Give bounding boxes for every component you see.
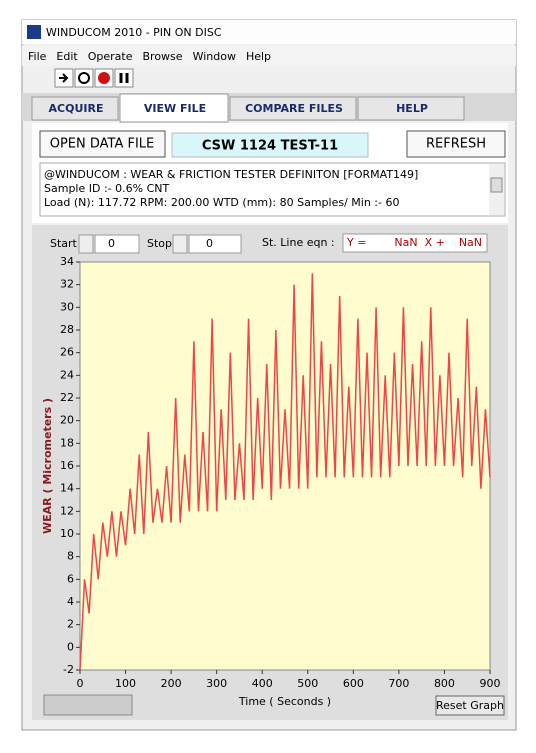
tab-label: VIEW FILE bbox=[144, 102, 206, 115]
file-name: CSW 1124 TEST-11 bbox=[202, 139, 338, 154]
y-tick-label: 0 bbox=[67, 640, 74, 653]
tab-label: COMPARE FILES bbox=[245, 102, 343, 115]
info-box bbox=[39, 162, 506, 217]
stop-value: 0 bbox=[206, 237, 213, 250]
x-tick-label: 500 bbox=[297, 677, 318, 690]
menu-item[interactable]: Help bbox=[246, 50, 271, 63]
menu-item[interactable]: Operate bbox=[88, 50, 133, 63]
y-tick-label: 26 bbox=[60, 346, 74, 359]
info-line: Sample ID :- 0.6% CNT bbox=[44, 182, 169, 195]
y-tick-label: 32 bbox=[60, 278, 74, 291]
stop-spinner[interactable] bbox=[172, 234, 188, 254]
y-tick-label: 12 bbox=[60, 504, 74, 517]
x-tick-label: 700 bbox=[388, 677, 409, 690]
plot-area bbox=[79, 261, 491, 671]
info-line: Load (N): 117.72 RPM: 200.00 WTD (mm): 8… bbox=[44, 196, 399, 209]
start-box[interactable] bbox=[94, 234, 140, 254]
y-tick-label: 18 bbox=[60, 436, 74, 449]
menu-item[interactable]: Browse bbox=[143, 50, 183, 63]
start-value: 0 bbox=[108, 237, 115, 250]
eqn-label: St. Line eqn : bbox=[262, 236, 335, 249]
title-bar bbox=[22, 20, 516, 44]
refresh-button[interactable] bbox=[406, 130, 506, 158]
menu-bar bbox=[22, 46, 516, 66]
y-tick-label: 6 bbox=[67, 572, 74, 585]
y-tick-label: 28 bbox=[60, 323, 74, 336]
window-title: WINDUCOM 2010 - PIN ON DISC bbox=[46, 26, 222, 39]
y-tick-label: 30 bbox=[60, 300, 74, 313]
reset-label: Reset Graph bbox=[436, 699, 504, 712]
x-tick-label: 300 bbox=[206, 677, 227, 690]
x-tick-label: 600 bbox=[343, 677, 364, 690]
file-name-box bbox=[171, 132, 369, 158]
x-tick-label: 200 bbox=[161, 677, 182, 690]
x-tick-label: 900 bbox=[480, 677, 501, 690]
tab[interactable] bbox=[357, 96, 465, 121]
x-axis-label: Time ( Seconds ) bbox=[238, 695, 331, 708]
y-tick-label: 14 bbox=[60, 482, 74, 495]
x-tick-label: 400 bbox=[252, 677, 273, 690]
menu-item[interactable]: Edit bbox=[56, 50, 78, 63]
open-button[interactable] bbox=[39, 130, 166, 158]
y-tick-label: 4 bbox=[67, 595, 74, 608]
pause-button[interactable] bbox=[114, 68, 134, 88]
y-tick-label: 8 bbox=[67, 550, 74, 563]
stop-label: Stop bbox=[147, 237, 172, 250]
open-label: OPEN DATA FILE bbox=[50, 137, 155, 152]
x-tick-label: 800 bbox=[434, 677, 455, 690]
tab[interactable] bbox=[119, 93, 229, 123]
y-tick-label: 20 bbox=[60, 414, 74, 427]
menu-item[interactable]: Window bbox=[193, 50, 236, 63]
stop-box[interactable] bbox=[188, 234, 242, 254]
info-line: @WINDUCOM : WEAR & FRICTION TESTER DEFIN… bbox=[44, 168, 418, 181]
x-tick-label: 0 bbox=[77, 677, 84, 690]
reset-button[interactable] bbox=[435, 695, 505, 716]
stop-icon bbox=[98, 72, 110, 84]
app-icon bbox=[27, 25, 41, 39]
tab[interactable] bbox=[31, 96, 119, 121]
eqn-value: Y = NaN X + NaN bbox=[346, 236, 482, 249]
x-tick-label: 100 bbox=[115, 677, 136, 690]
wear-line bbox=[79, 273, 491, 671]
eqn-box bbox=[342, 233, 488, 253]
menu-item[interactable]: File bbox=[28, 50, 47, 63]
tab-label: ACQUIRE bbox=[49, 102, 104, 115]
cycle-icon bbox=[78, 72, 90, 84]
y-tick-label: 10 bbox=[60, 527, 74, 540]
y-tick-label: 16 bbox=[60, 459, 74, 472]
y-tick-label: 22 bbox=[60, 391, 74, 404]
y-tick-label: 34 bbox=[60, 255, 74, 268]
start-label: Start bbox=[50, 237, 78, 250]
start-spinner[interactable] bbox=[78, 234, 94, 254]
run-continuous-button[interactable] bbox=[74, 68, 94, 88]
refresh-label: REFRESH bbox=[426, 137, 486, 152]
toolbar bbox=[54, 68, 134, 88]
y-tick-label: 2 bbox=[67, 618, 74, 631]
graph-tools[interactable] bbox=[43, 694, 133, 716]
y-axis-label: WEAR ( Micrometers ) bbox=[41, 398, 54, 534]
tab[interactable] bbox=[229, 96, 357, 121]
y-tick-label: 24 bbox=[60, 368, 74, 381]
scroll-thumb[interactable] bbox=[490, 177, 503, 193]
run-icon bbox=[59, 73, 69, 83]
y-tick-label: -2 bbox=[63, 663, 74, 676]
pause-icon bbox=[119, 73, 129, 83]
tab-label: HELP bbox=[396, 102, 428, 115]
